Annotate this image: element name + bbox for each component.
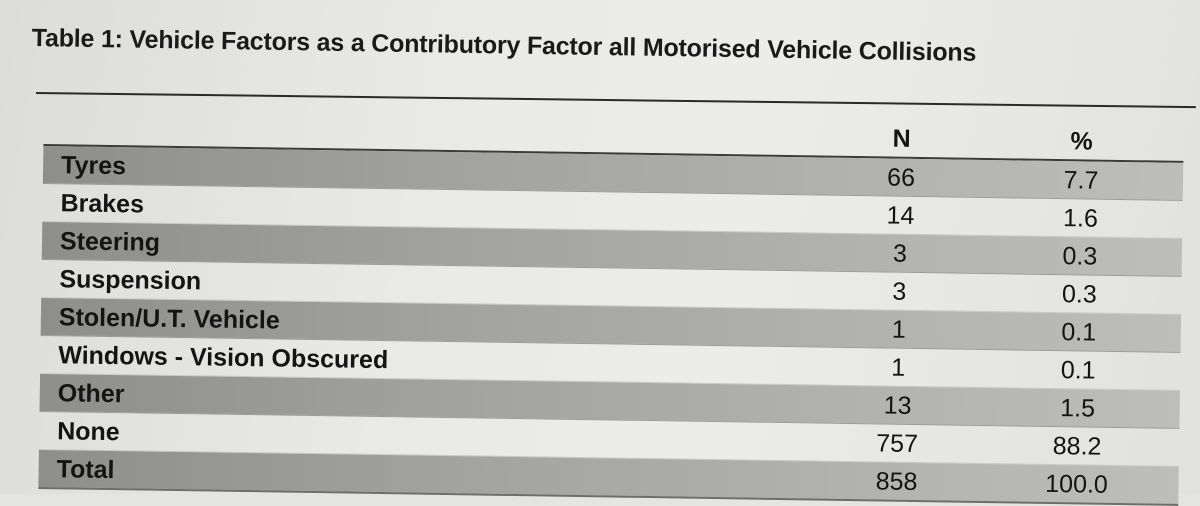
row-n: 1 [891,315,906,344]
vehicle-factors-table: N % Tyres 66 7.7 Brakes 14 1.6 Steering … [38,108,1184,506]
row-percent: 0.3 [1061,280,1097,309]
row-percent: 7.7 [1063,166,1099,195]
row-percent: 1.5 [1060,394,1096,423]
row-percent: 1.6 [1062,204,1099,233]
row-percent: 0.1 [1060,356,1096,385]
row-n: 757 [876,429,919,459]
row-percent: 88.2 [1052,432,1102,461]
row-n: 14 [886,201,915,230]
row-n: 1 [891,353,906,382]
row-n: 3 [892,277,907,306]
header-n: N [892,124,911,153]
table-title: Table 1: Vehicle Factors as a Contributo… [31,24,977,67]
row-percent: 0.1 [1061,318,1097,347]
title-divider [35,92,1196,109]
row-percent: 100.0 [1045,469,1109,499]
row-n: 858 [875,467,918,496]
row-n: 66 [886,163,916,192]
header-percent: % [1070,127,1093,156]
row-label: Total [56,455,115,485]
row-percent: 0.3 [1062,242,1098,271]
row-n: 13 [883,391,912,420]
row-n: 3 [892,239,908,268]
